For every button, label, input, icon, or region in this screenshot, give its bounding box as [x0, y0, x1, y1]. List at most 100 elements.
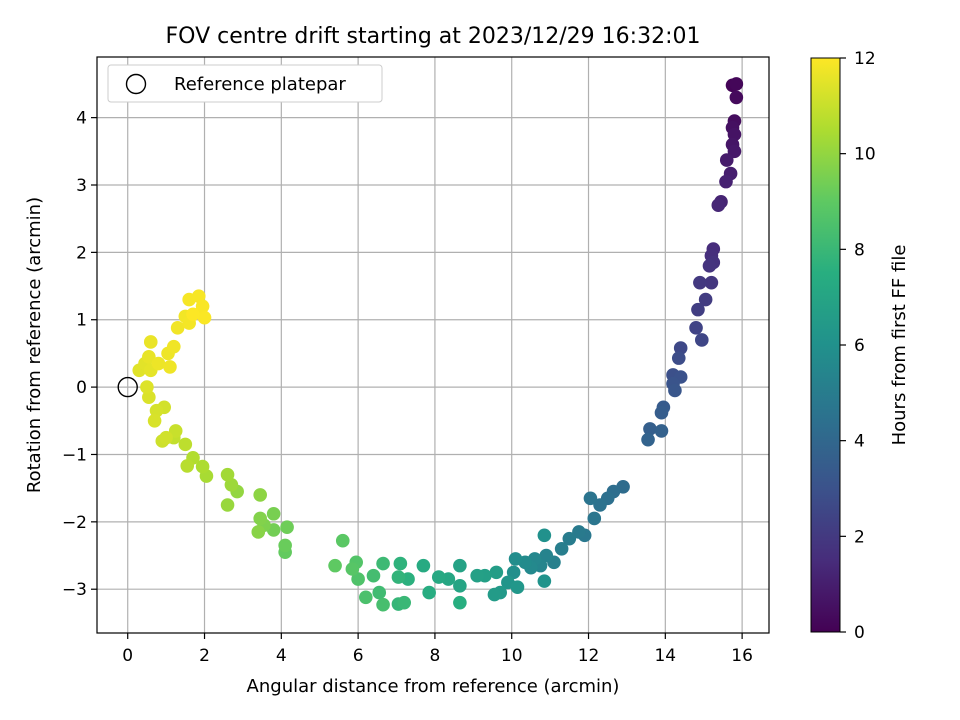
data-point [416, 558, 431, 573]
data-point [159, 430, 173, 445]
data-point [147, 413, 162, 428]
data-point [167, 339, 181, 354]
data-point [351, 572, 365, 586]
colorbar [810, 57, 841, 633]
reference-platepar-marker [117, 376, 138, 398]
data-point [366, 568, 381, 583]
colorbar-tick-label: 4 [854, 432, 865, 452]
data-point [335, 533, 350, 548]
data-point [453, 558, 467, 573]
data-point [142, 390, 156, 405]
data-point [643, 422, 657, 436]
data-point [197, 310, 212, 325]
data-points [132, 77, 744, 612]
data-point [727, 127, 742, 142]
y-axis-label: Rotation from reference (arcmin) [24, 197, 45, 493]
data-point [140, 380, 154, 394]
data-point [572, 525, 586, 539]
data-point [583, 491, 598, 506]
data-point [453, 579, 467, 593]
colorbar-tick-label: 2 [854, 527, 865, 547]
data-point [372, 585, 387, 600]
data-point [668, 383, 682, 398]
plot-frame [96, 56, 770, 634]
x-tick-label: 4 [276, 646, 287, 666]
colorbar-ticks: 0 2 4 6 8 10 12 [840, 49, 876, 643]
data-point [220, 498, 235, 512]
y-axis-ticks: −3 −2 −1 0 1 2 3 4 [62, 109, 97, 600]
y-tick-label: −2 [62, 513, 87, 533]
legend-reference-marker [125, 73, 147, 95]
data-point [539, 548, 554, 563]
data-point [537, 574, 552, 588]
legend-label-reference: Reference platepar [174, 74, 346, 95]
data-point [487, 587, 502, 602]
data-point [149, 403, 164, 418]
data-point [654, 405, 669, 420]
y-tick-label: −1 [62, 445, 87, 465]
legend: Reference platepar [107, 64, 383, 103]
data-point [422, 585, 436, 600]
data-point [376, 556, 390, 571]
y-tick-label: 3 [76, 176, 87, 196]
data-point [328, 558, 342, 573]
colorbar-label: Hours from first FF file [889, 245, 910, 446]
x-tick-label: 12 [578, 646, 600, 666]
data-point [345, 562, 360, 576]
data-point [689, 321, 703, 335]
data-point [554, 541, 569, 556]
data-point [163, 360, 177, 374]
data-point [453, 595, 467, 610]
data-point [253, 511, 267, 526]
data-point [180, 459, 195, 473]
data-point [719, 174, 733, 189]
legend-box [107, 64, 383, 103]
data-point [391, 570, 406, 584]
data-point [431, 570, 446, 584]
data-point [537, 528, 552, 543]
x-tick-label: 14 [654, 646, 676, 666]
data-point [376, 597, 390, 612]
data-point [266, 506, 281, 521]
x-tick-label: 8 [430, 646, 441, 666]
data-point [698, 292, 713, 307]
chart-title: FOV centre drift starting at 2023/12/29 … [166, 24, 701, 49]
colorbar-tick-label: 6 [854, 336, 865, 356]
data-point [719, 153, 734, 167]
data-point [673, 341, 688, 355]
x-tick-label: 2 [199, 646, 210, 666]
data-point [693, 275, 707, 290]
data-point [397, 595, 412, 610]
data-point [671, 351, 686, 365]
x-axis-label: Angular distance from reference (arcmin) [247, 676, 620, 697]
data-point [186, 307, 200, 322]
x-tick-label: 0 [122, 646, 133, 666]
data-point [510, 580, 525, 594]
y-tick-label: 2 [76, 243, 87, 263]
colorbar-tick-label: 10 [854, 145, 876, 165]
data-point [695, 333, 709, 347]
x-tick-label: 6 [353, 646, 364, 666]
colorbar-tick-label: 0 [854, 623, 865, 643]
data-point [178, 437, 193, 452]
data-point [711, 198, 726, 213]
data-point [195, 299, 210, 314]
data-point [654, 424, 669, 438]
data-point [168, 424, 183, 438]
data-point [587, 511, 602, 526]
y-tick-label: −3 [62, 580, 87, 600]
data-point [170, 321, 185, 335]
data-point [593, 498, 607, 512]
data-point [506, 565, 521, 580]
x-axis-ticks: 0 2 4 6 8 10 12 14 16 [122, 633, 753, 666]
colorbar-tick-label: 8 [854, 240, 865, 260]
data-point [729, 77, 744, 91]
colorbar-tick-label: 12 [854, 49, 876, 69]
data-point [641, 432, 655, 447]
data-point [280, 520, 294, 535]
x-tick-label: 16 [731, 646, 753, 666]
data-point [195, 459, 210, 474]
data-point [702, 259, 717, 273]
data-point [143, 335, 158, 349]
